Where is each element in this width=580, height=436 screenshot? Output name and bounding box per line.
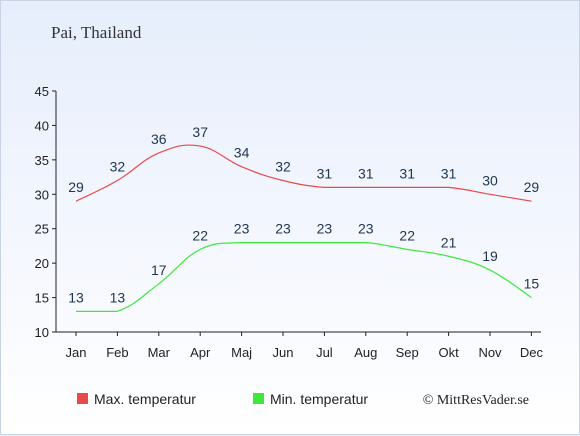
x-tick-label: Feb bbox=[106, 345, 128, 360]
max-temp-label: 31 bbox=[441, 165, 457, 181]
min-temp-label: 22 bbox=[192, 227, 208, 243]
y-tick-label: 35 bbox=[35, 153, 49, 168]
x-tick-label: Jan bbox=[66, 345, 87, 360]
x-tick-label: Okt bbox=[438, 345, 459, 360]
min-temp-label: 21 bbox=[441, 234, 457, 250]
y-tick-label: 45 bbox=[35, 84, 49, 99]
legend-swatch-min bbox=[253, 393, 264, 404]
max-temp-label: 34 bbox=[234, 145, 250, 161]
max-temp-label: 29 bbox=[524, 179, 540, 195]
x-tick-label: Sep bbox=[396, 345, 419, 360]
credit-text: © MittResVader.se bbox=[423, 393, 529, 408]
min-temp-label: 23 bbox=[317, 220, 333, 236]
max-temp-label: 37 bbox=[192, 124, 208, 140]
max-temp-label: 32 bbox=[110, 159, 126, 175]
min-temp-label: 13 bbox=[110, 289, 126, 305]
min-temp-label: 23 bbox=[234, 220, 250, 236]
x-tick-label: Nov bbox=[478, 345, 502, 360]
max-temp-line bbox=[75, 144, 532, 202]
x-tick-label: Apr bbox=[190, 345, 211, 360]
data-labels: 29 32 36 37 34 32 31 31 31 31 30 29 13 13 17 22 23 23 23 23… bbox=[68, 124, 539, 305]
x-tick-label: Aug bbox=[354, 345, 377, 360]
max-temp-label: 32 bbox=[275, 159, 291, 175]
y-tick-label: 25 bbox=[35, 222, 49, 237]
max-temp-label: 31 bbox=[358, 165, 374, 181]
series-layer bbox=[75, 144, 532, 312]
max-temp-label: 36 bbox=[151, 131, 167, 147]
max-temp-label: 31 bbox=[399, 165, 415, 181]
x-tick-label: Dec bbox=[520, 345, 544, 360]
min-temp-label: 19 bbox=[482, 248, 498, 264]
min-temp-label: 23 bbox=[358, 220, 374, 236]
legend: Max. temperatur Min. temperatur bbox=[77, 391, 368, 407]
y-tick-label: 20 bbox=[35, 256, 49, 271]
y-tick-label: 40 bbox=[35, 118, 49, 133]
x-tick-label: Jun bbox=[273, 345, 294, 360]
x-tick-label: Maj bbox=[231, 345, 252, 360]
chart-title: Pai, Thailand bbox=[51, 23, 142, 42]
x-tick-label: Jul bbox=[316, 345, 333, 360]
y-tick-label: 10 bbox=[35, 325, 49, 340]
legend-swatch-max bbox=[77, 393, 88, 404]
min-temp-line bbox=[75, 241, 532, 312]
max-temp-label: 30 bbox=[482, 172, 498, 188]
legend-label-max: Max. temperatur bbox=[94, 391, 196, 407]
x-tick-label: Mar bbox=[148, 345, 171, 360]
min-temp-label: 13 bbox=[68, 289, 84, 305]
max-temp-label: 31 bbox=[317, 165, 333, 181]
legend-label-min: Min. temperatur bbox=[270, 391, 368, 407]
min-temp-label: 17 bbox=[151, 262, 167, 278]
y-tick-label: 15 bbox=[35, 291, 49, 306]
axes: 10 15 20 25 30 35 40 45 Jan Feb Mar Apr Maj Jun Jul Aug… bbox=[35, 84, 544, 360]
max-temp-label: 29 bbox=[68, 179, 84, 195]
min-temp-label: 15 bbox=[524, 276, 540, 292]
min-temp-label: 22 bbox=[399, 227, 415, 243]
y-tick-label: 30 bbox=[35, 187, 49, 202]
min-temp-label: 23 bbox=[275, 220, 291, 236]
